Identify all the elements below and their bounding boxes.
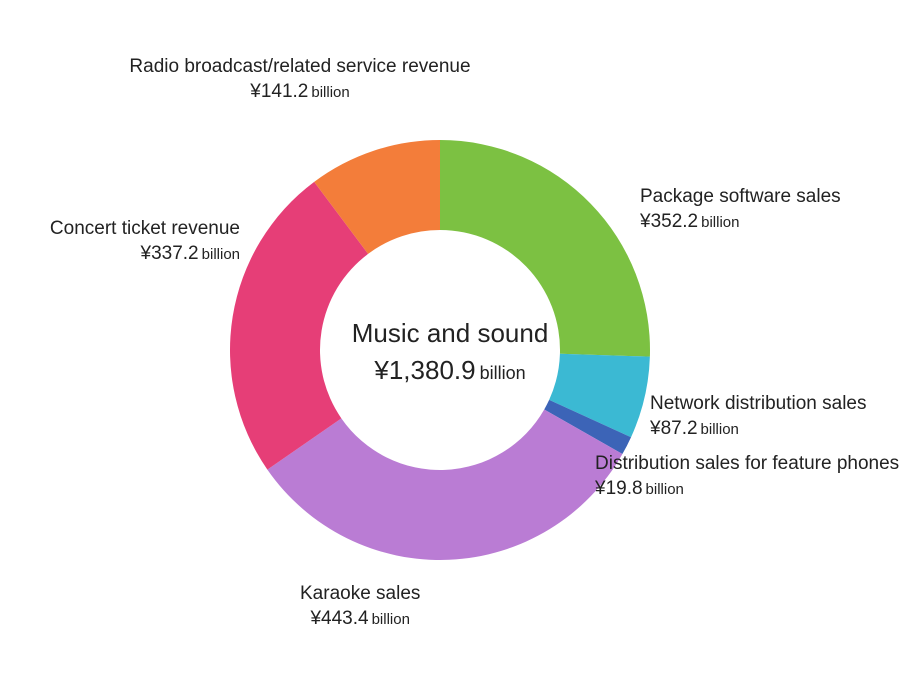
donut-chart: Music and sound ¥1,380.9billion Package … [0,0,900,680]
slice-package [440,140,650,357]
donut-svg [0,0,900,680]
